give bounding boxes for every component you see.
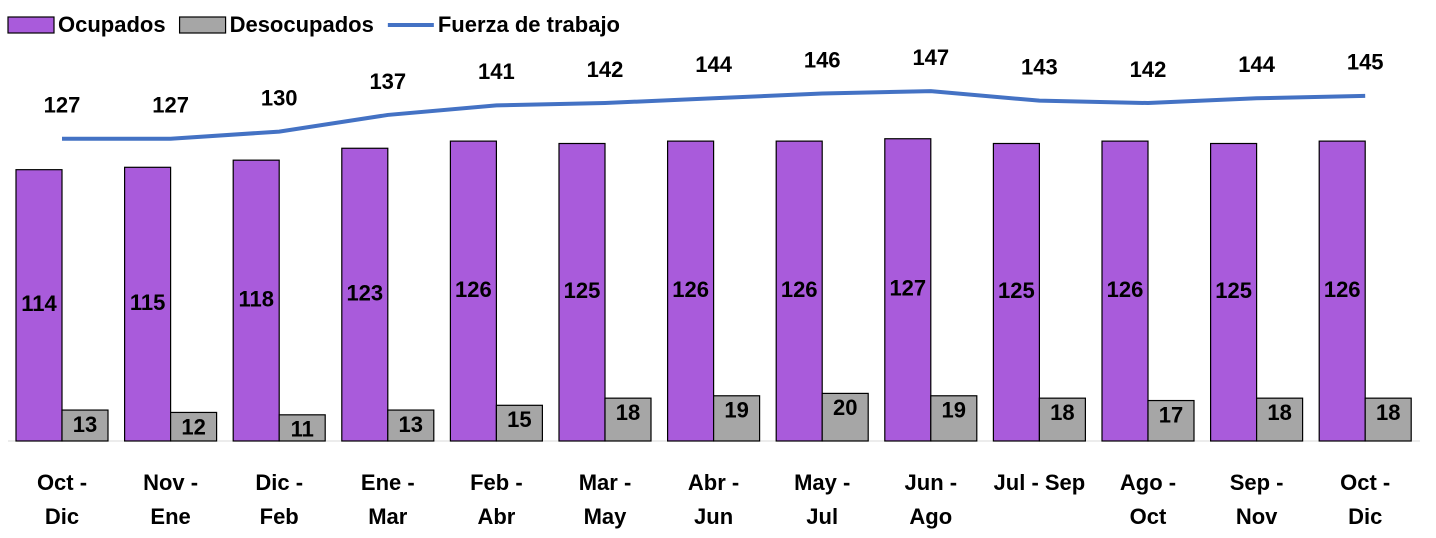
data-label: 127: [889, 276, 926, 301]
data-label: 19: [942, 398, 966, 423]
data-label: 143: [1021, 54, 1058, 79]
data-label: 126: [1324, 277, 1361, 302]
line: [62, 89, 1366, 141]
x-tick-label: Abr - Jun: [687, 470, 740, 529]
data-label: 123: [346, 280, 383, 305]
data-label: 126: [1107, 277, 1144, 302]
data-label: 125: [998, 278, 1035, 303]
x-tick-label: Sep - Nov: [1229, 470, 1284, 529]
bar: [1101, 140, 1149, 442]
data-label: 114: [21, 291, 57, 316]
legend-label: Desocupados: [230, 12, 374, 37]
data-label: 147: [912, 45, 949, 70]
x-tick-label: Ene - Mar: [360, 470, 415, 529]
data-label: 146: [804, 47, 841, 72]
data-label: 20: [833, 395, 857, 420]
legend-label: Fuerza de trabajo: [438, 12, 620, 37]
bar: [666, 140, 715, 442]
legend-swatch: [7, 16, 55, 34]
bar: [1147, 399, 1195, 442]
data-label: 137: [369, 69, 406, 94]
data-label: 125: [1215, 278, 1252, 303]
data-label: 125: [564, 278, 601, 303]
x-tick-label: Oct - Dic: [1340, 470, 1391, 529]
data-label: 18: [616, 400, 640, 425]
bar: [449, 140, 497, 442]
bar: [1209, 142, 1258, 442]
data-label: 11: [291, 417, 314, 442]
bar: [930, 395, 978, 442]
bar: [123, 166, 172, 442]
bar: [232, 159, 280, 442]
data-label: 126: [672, 277, 709, 302]
x-tick-label: May - Jul: [794, 470, 851, 529]
bar: [278, 414, 326, 442]
data-label: 19: [724, 398, 748, 423]
bar: [170, 411, 218, 442]
legend-label: Ocupados: [58, 12, 166, 37]
bar: [884, 138, 932, 442]
data-label: 15: [507, 407, 531, 432]
x-tick-label: Mar - May: [578, 470, 632, 529]
data-label: 141: [478, 59, 515, 84]
x-tick-label: Jul - Sep: [993, 470, 1086, 495]
bar: [1318, 140, 1366, 442]
data-label: 144: [695, 52, 732, 77]
data-label: 127: [152, 93, 189, 118]
bar: [1364, 397, 1412, 442]
data-label: 142: [587, 57, 624, 82]
x-tick-label: Oct - Dic: [36, 470, 88, 529]
legend-swatch: [178, 16, 227, 34]
bar: [558, 142, 606, 442]
bar: [992, 142, 1041, 442]
data-label: 118: [238, 286, 274, 311]
data-label: 126: [455, 277, 492, 302]
x-tick-label: Ago - Oct: [1119, 470, 1177, 529]
bar: [495, 404, 543, 442]
bar: [712, 395, 761, 442]
bar: [15, 169, 63, 442]
data-label: 18: [1267, 400, 1291, 425]
data-label: 127: [44, 93, 81, 118]
bar: [821, 392, 869, 442]
data-label: 130: [261, 85, 298, 110]
data-label: 12: [181, 414, 205, 439]
data-label: 142: [1130, 57, 1167, 82]
data-label: 13: [73, 412, 97, 437]
bar: [61, 409, 109, 442]
bar: [604, 397, 652, 442]
data-label: 18: [1050, 400, 1074, 425]
bar: [341, 147, 389, 442]
data-label: 17: [1159, 402, 1183, 427]
bar: [1038, 397, 1087, 442]
x-tick-label: Feb - Abr: [470, 470, 523, 529]
bar: [775, 140, 823, 442]
bar: [1255, 397, 1304, 442]
data-label: 126: [781, 277, 818, 302]
data-label: 145: [1347, 50, 1384, 75]
data-label: 13: [399, 412, 423, 437]
bar: [387, 409, 435, 442]
x-tick-label: Jun - Ago: [904, 470, 958, 529]
data-label: 18: [1376, 400, 1400, 425]
data-label: 115: [130, 290, 166, 315]
x-tick-label: Nov - Ene: [143, 470, 199, 529]
x-tick-label: Dic - Feb: [255, 470, 304, 529]
data-label: 144: [1238, 52, 1275, 77]
